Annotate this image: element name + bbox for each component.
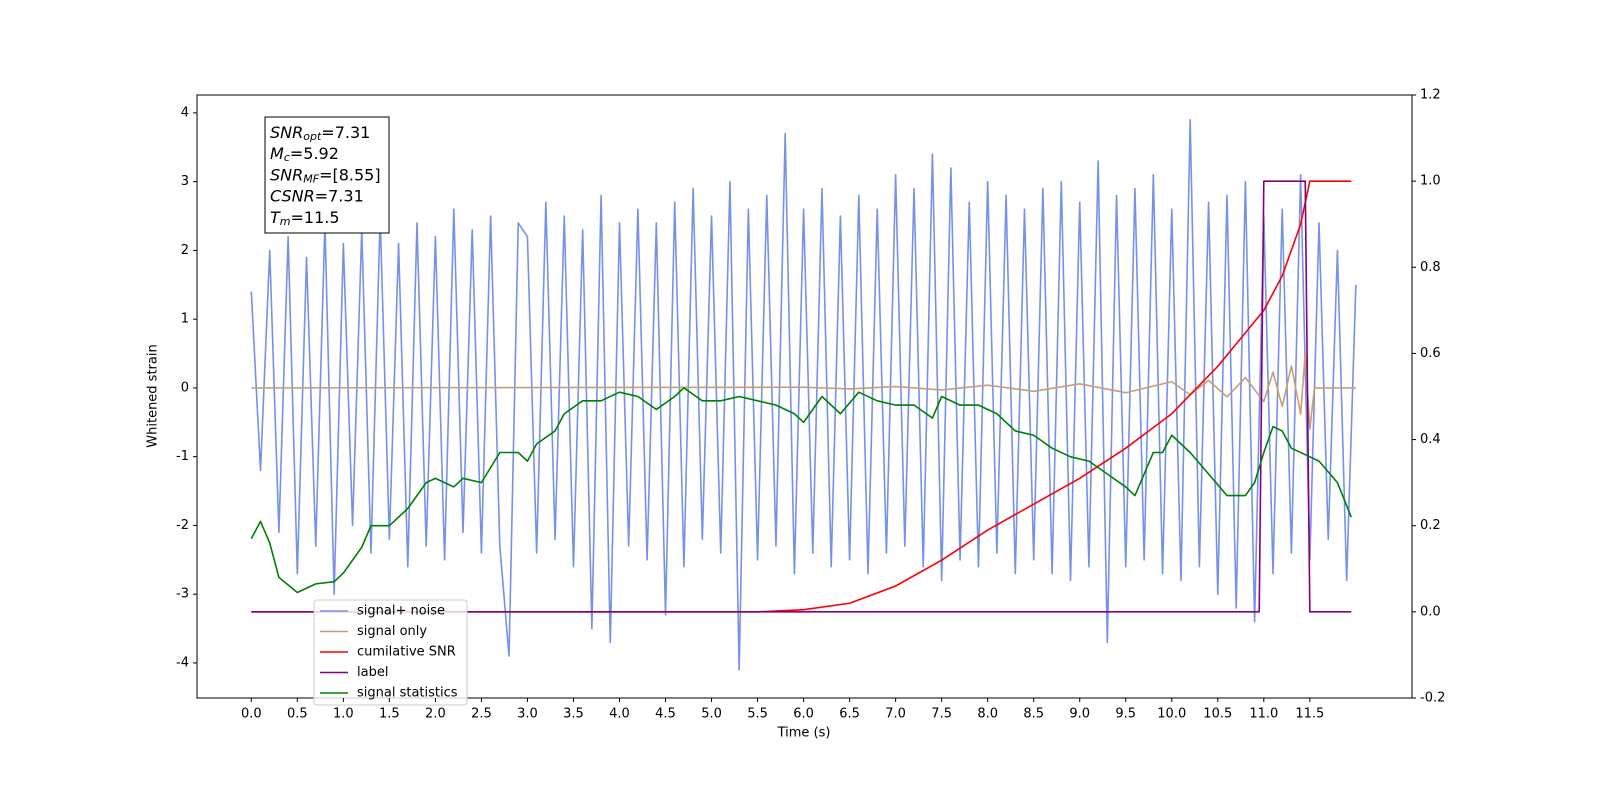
x-tick-label: 2.0 — [425, 707, 446, 722]
y2-tick-label: 0.4 — [1420, 432, 1441, 447]
y-axis-label: Whitened strain — [146, 344, 161, 447]
annotation-sub: m — [280, 215, 291, 228]
plot-area — [250, 118, 1357, 671]
y2-tick-label: 0.0 — [1420, 604, 1441, 619]
x-tick-label: 2.5 — [471, 707, 492, 722]
x-tick-label: 10.0 — [1157, 707, 1186, 722]
x-tick-label: 5.5 — [747, 707, 768, 722]
y-tick-label: -1 — [176, 449, 189, 464]
annotation-text: =11.5 — [291, 207, 340, 226]
annotation: CSNR=7.31 — [270, 186, 364, 205]
annotation-base: M — [270, 144, 284, 163]
x-tick-label: 3.5 — [563, 707, 584, 722]
y-tick-label: -3 — [176, 587, 189, 602]
annotation-text: =7.31 — [315, 186, 364, 205]
x-tick-label: 7.5 — [931, 707, 952, 722]
y2-tick-label: 0.8 — [1420, 260, 1441, 275]
series-line — [251, 180, 1352, 613]
annotation-text: =7.31 — [321, 123, 370, 142]
y2-tick-label: 0.2 — [1420, 518, 1441, 533]
x-tick-label: 7.0 — [885, 707, 906, 722]
annotation-text: =[8.55] — [319, 165, 381, 184]
annotation-base: T — [270, 207, 281, 226]
annotation-base: SNR — [270, 165, 303, 184]
y-tick-label: 2 — [181, 243, 189, 258]
y-tick-label: 1 — [181, 312, 189, 327]
x-tick-label: 11.5 — [1295, 707, 1324, 722]
axes-frame — [196, 94, 1413, 699]
annotation-base: SNR — [270, 123, 303, 142]
legend-label: label — [357, 665, 388, 680]
y2-tick-label: -0.2 — [1420, 691, 1445, 706]
x-tick-label: 5.0 — [701, 707, 722, 722]
x-tick-label: 8.5 — [1023, 707, 1044, 722]
series-line — [250, 387, 1352, 594]
annotation: SNRopt=7.31 — [270, 123, 370, 144]
series-line — [251, 352, 1356, 430]
y2-tick-label: 0.6 — [1420, 346, 1441, 361]
series-line — [251, 180, 1352, 613]
x-tick-label: 6.0 — [793, 707, 814, 722]
x-tick-label: 9.5 — [1115, 707, 1136, 722]
annotations: SNRopt=7.31Mc=5.92SNRMF=[8.55]CSNR=7.31T… — [270, 123, 381, 228]
x-tick-label: 11.0 — [1249, 707, 1278, 722]
y-tick-label: -2 — [176, 518, 189, 533]
annotation-base: CSNR — [270, 186, 315, 205]
legend-entries: signal+ noise signal only cumilative SNR la… — [320, 604, 458, 701]
legend-label: signal statistics — [357, 686, 458, 701]
x-axis-label: Time (s) — [777, 726, 831, 741]
x-tick-label: 4.5 — [655, 707, 676, 722]
annotation-sub: c — [284, 151, 290, 164]
series-line — [250, 118, 1357, 671]
x-tick-label: 1.0 — [333, 707, 354, 722]
annotation-sub: MF — [303, 172, 319, 185]
legend-label: signal only — [357, 624, 427, 639]
x-tick-label: 6.5 — [839, 707, 860, 722]
x-tick-label: 10.5 — [1203, 707, 1232, 722]
annotation: Mc=5.92 — [270, 144, 339, 165]
y-tick-label: 4 — [181, 105, 189, 120]
y-tick-label: 3 — [181, 174, 189, 189]
y-tick-label: 0 — [181, 380, 189, 395]
y-tick-label: -4 — [176, 655, 189, 670]
legend-label: signal+ noise — [357, 604, 445, 619]
annotation-sub: opt — [303, 130, 322, 143]
x-tick-label: 4.0 — [609, 707, 630, 722]
annotation: SNRMF=[8.55] — [270, 165, 381, 186]
x-tick-label: 8.0 — [977, 707, 998, 722]
legend-label: cumilative SNR — [357, 645, 456, 660]
x-tick-label: 0.5 — [287, 707, 308, 722]
y2-tick-label: 1.0 — [1420, 174, 1441, 189]
annotation-text: =5.92 — [290, 144, 339, 163]
legend — [313, 599, 468, 706]
x-tick-label: 0.0 — [241, 707, 262, 722]
annotation-box — [264, 116, 390, 234]
y2-tick-label: 1.2 — [1420, 88, 1441, 103]
x-tick-label: 1.5 — [379, 707, 400, 722]
x-tick-label: 9.0 — [1069, 707, 1090, 722]
annotation: Tm=11.5 — [270, 207, 340, 228]
x-tick-label: 3.0 — [517, 707, 538, 722]
